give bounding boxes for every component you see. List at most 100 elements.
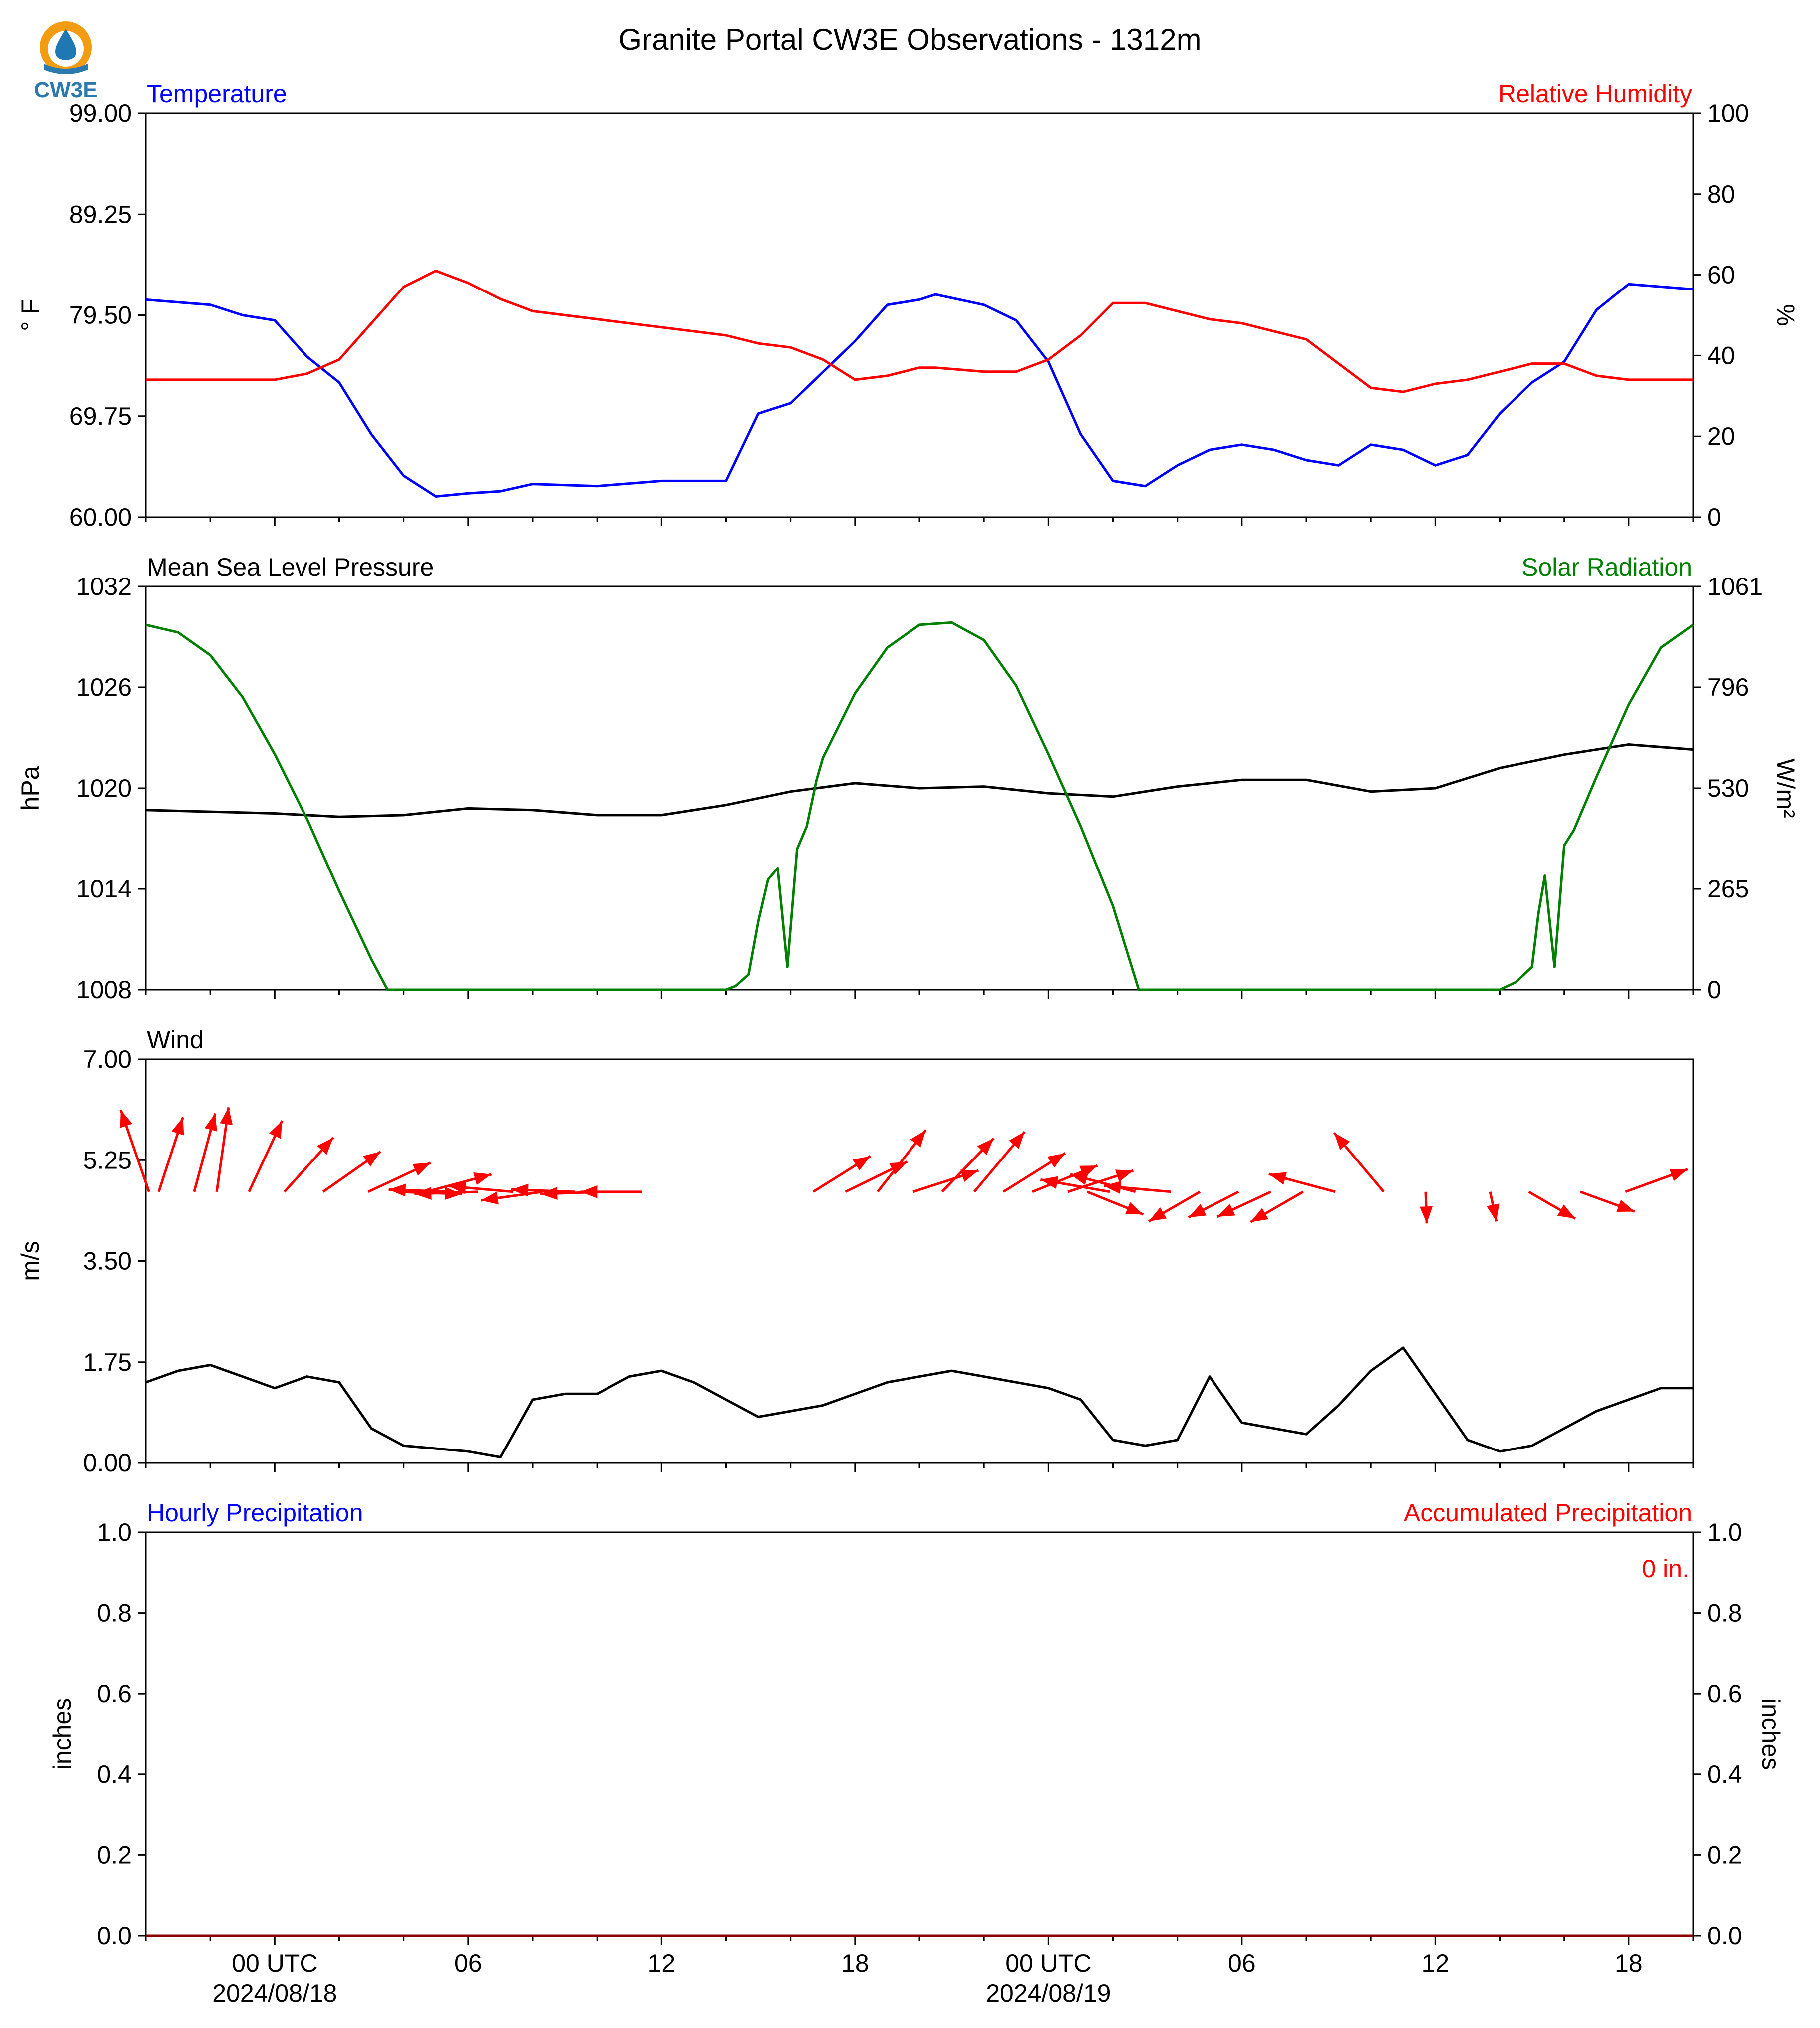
y-tick-label-left: 1008 <box>76 976 132 1004</box>
y-tick-label-right: 80 <box>1707 180 1735 208</box>
wind-vector <box>1040 1176 1110 1193</box>
wind-arrow-head <box>363 1152 381 1167</box>
y-axis-label-left: inches <box>48 1698 76 1770</box>
series-solar-radiation-line <box>145 621 1694 991</box>
x-tick-label: 00 UTC <box>232 1949 317 1977</box>
y-tick-label-right: 20 <box>1707 422 1735 450</box>
wind-arrow-head <box>1268 1172 1287 1185</box>
wind-vector <box>1086 1190 1144 1216</box>
wind-arrow-head <box>1557 1204 1575 1219</box>
y-tick-label-left: 7.00 <box>83 1045 132 1073</box>
x-tick-label: 12 <box>1422 1949 1450 1977</box>
y-tick-label-left: 0.2 <box>97 1841 132 1869</box>
y-tick-label-left: 1032 <box>76 573 132 600</box>
y-tick-label-left: 1020 <box>76 774 132 802</box>
y-tick-label-left: 0.8 <box>97 1599 132 1627</box>
panels: Temperature Relative Humidity 99.00 89.25 79… <box>16 80 1800 2007</box>
wind-vector <box>119 1109 150 1192</box>
wind-vector <box>193 1113 217 1192</box>
wind-vector <box>215 1107 233 1192</box>
panel-precipitation: Hourly Precipitation Accumulated Precipit… <box>48 1499 1785 1950</box>
y-axis-label-right: W/m² <box>1772 758 1800 818</box>
panel-title-right: Solar Radiation <box>1521 553 1692 581</box>
y-tick-label-left: 0.0 <box>97 1922 132 1950</box>
y-axis-label-left: ° F <box>16 299 44 331</box>
panel-title-left: Temperature <box>147 80 287 108</box>
y-tick-label-right: 0 <box>1707 503 1721 531</box>
x-tick-label: 18 <box>841 1949 869 1977</box>
wind-vector <box>1148 1190 1201 1223</box>
panel-title-left: Wind <box>147 1026 204 1054</box>
y-tick-label-left: 3.50 <box>83 1247 132 1275</box>
wind-arrow-head <box>220 1107 233 1125</box>
y-tick-label-left: 0.6 <box>97 1680 132 1708</box>
wind-vector <box>1419 1191 1433 1224</box>
x-tick-label: 18 <box>1615 1949 1643 1977</box>
wind-arrow-head <box>1419 1206 1433 1224</box>
panel-title-left: Mean Sea Level Pressure <box>147 553 434 581</box>
y-tick-label-left: 1026 <box>76 673 132 701</box>
y-tick-label-left: 0.4 <box>97 1760 132 1788</box>
y-tick-label-right: 40 <box>1707 341 1735 369</box>
x-tick-label: 12 <box>648 1949 676 1977</box>
wind-arrow-head <box>449 1181 467 1194</box>
y-tick-label-right: 0.0 <box>1707 1922 1742 1950</box>
x-tick-label: 06 <box>454 1949 482 1977</box>
y-axis-label-left: m/s <box>16 1241 44 1281</box>
y-tick-label-left: 60.00 <box>69 503 132 531</box>
y-axis-label-right: % <box>1772 304 1800 326</box>
wind-vector <box>1188 1190 1239 1219</box>
wind-arrow-head <box>1616 1199 1635 1212</box>
y-tick-label-left: 1014 <box>76 875 132 903</box>
y-tick-label-right: 100 <box>1707 99 1749 127</box>
wind-arrow-head <box>1250 1208 1269 1222</box>
wind-arrow-head <box>481 1191 499 1205</box>
wind-vector <box>580 1185 642 1198</box>
wind-arrow-head <box>1115 1169 1134 1182</box>
y-tick-label-right: 265 <box>1707 875 1749 903</box>
wind-arrow-head <box>580 1185 598 1198</box>
y-tick-label-right: 796 <box>1707 673 1749 701</box>
wind-arrow-head <box>204 1113 217 1132</box>
water-drop-icon <box>55 29 76 60</box>
series-temperature-line <box>145 283 1694 498</box>
y-tick-label-left: 1.75 <box>83 1348 132 1376</box>
x-tick-label: 06 <box>1228 1949 1256 1977</box>
x-tick-label: 00 UTC <box>1005 1949 1091 1977</box>
wind-vector <box>322 1151 381 1193</box>
wind-arrow-head <box>1217 1203 1235 1217</box>
wind-vector <box>1580 1190 1635 1213</box>
wind-vector <box>1002 1152 1066 1193</box>
y-tick-label-left: 69.75 <box>69 402 132 430</box>
wind-vector <box>414 1187 478 1200</box>
wind-vector <box>248 1120 284 1192</box>
series-relative-humidity-line <box>146 270 1693 393</box>
y-tick-label-right: 530 <box>1707 774 1749 802</box>
panel-title-right: Accumulated Precipitation <box>1404 1499 1692 1527</box>
wind-vector <box>912 1169 979 1193</box>
wind-vector <box>1216 1190 1272 1218</box>
wind-arrow-head <box>1040 1176 1059 1189</box>
y-tick-label-right: 1061 <box>1707 573 1763 600</box>
wind-vector <box>1486 1191 1500 1222</box>
accumulated-precip-label: 0 in. <box>1642 1555 1689 1583</box>
wind-vector <box>157 1117 184 1192</box>
series-wind-speed-line <box>145 1346 1693 1458</box>
wind-arrow-head <box>414 1187 432 1200</box>
wind-arrow-head <box>1669 1168 1688 1181</box>
wind-arrow-head <box>852 1156 871 1171</box>
y-tick-label-left: 1.0 <box>97 1518 132 1546</box>
y-tick-label-left: 5.25 <box>83 1146 132 1174</box>
wind-vector <box>812 1155 871 1193</box>
panel-pressure-solar: Mean Sea Level Pressure Solar Radiation 10… <box>16 553 1800 1004</box>
wind-vector <box>1268 1172 1336 1193</box>
y-tick-label-right: 0 <box>1707 976 1721 1004</box>
chart-title: Granite Portal CW3E Observations - 1312m <box>618 23 1201 56</box>
wind-vector <box>1103 1181 1171 1194</box>
series-mean-sea-level-pressure-line <box>145 743 1694 818</box>
wind-vector <box>1625 1168 1688 1193</box>
wind-arrow-head <box>910 1130 926 1148</box>
panel-wind: Wind 7.00 5.25 3.50 1.75 0.00 m/s <box>16 1026 1694 1477</box>
wind-vector <box>941 1137 995 1193</box>
